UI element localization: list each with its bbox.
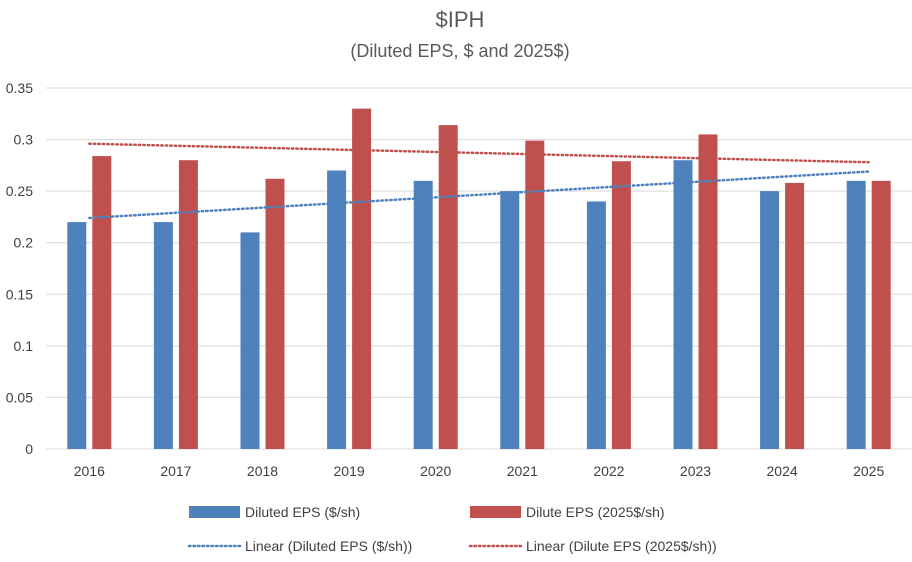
bar-dilute-eps-2025-2018 [265,178,285,449]
x-tick-label: 2025 [853,463,884,479]
bar-diluted-eps-2021 [500,191,520,449]
x-tick-label: 2016 [74,463,105,479]
bar-dilute-eps-2025-2024 [785,182,805,450]
bar-diluted-eps-2023 [673,160,693,449]
bar-diluted-eps-2020 [413,180,433,450]
y-axis-ticks: 0 0.05 0.1 0.15 0.2 0.25 0.3 0.35 [6,80,33,457]
bar-diluted-eps-2019 [327,170,347,449]
x-tick-label: 2022 [593,463,624,479]
gridlines [46,87,912,450]
y-tick-label: 0.15 [6,286,33,302]
y-tick-label: 0 [25,441,33,457]
legend-item-diluted-eps-label: Diluted EPS ($/sh) [245,504,360,520]
y-tick-label: 0.35 [6,80,33,96]
y-tick-label: 0.25 [6,183,33,199]
bar-dilute-eps-2025-2022 [611,161,631,449]
bar-diluted-eps-2016 [67,222,87,449]
bar-diluted-eps-2025 [846,180,866,450]
trendline-diluted-eps [88,170,870,220]
x-tick-label: 2023 [680,463,711,479]
trendlines [88,142,870,220]
legend: Diluted EPS ($/sh) Dilute EPS (2025$/sh) L… [187,504,717,554]
x-tick-label: 2021 [507,463,538,479]
bar-diluted-eps-2017 [153,222,173,449]
trendline-dilute-eps-2025 [88,142,870,164]
x-tick-label: 2024 [767,463,798,479]
legend-item-linear-dilute-eps-2025-label: Linear (Dilute EPS (2025$/sh)) [526,538,717,554]
legend-item-dilute-eps-2025-swatch [470,506,521,518]
x-tick-label: 2017 [160,463,191,479]
bar-dilute-eps-2025-2017 [178,160,198,449]
y-tick-label: 0.1 [14,338,34,354]
bar-dilute-eps-2025-2021 [525,140,545,450]
chart-subtitle: (Diluted EPS, $ and 2025$) [350,41,569,61]
chart-title: $IPH [436,7,485,32]
bars [67,108,891,450]
y-tick-label: 0.3 [14,132,34,148]
bar-dilute-eps-2025-2023 [698,134,718,449]
bar-dilute-eps-2025-2020 [438,125,458,449]
legend-item-dilute-eps-2025-label: Dilute EPS (2025$/sh) [526,504,665,520]
bar-dilute-eps-2025-2025 [871,180,891,450]
bar-dilute-eps-2025-2019 [352,108,372,449]
bar-diluted-eps-2018 [240,232,260,449]
x-tick-label: 2020 [420,463,451,479]
legend-item-linear-diluted-eps-label: Linear (Diluted EPS ($/sh)) [245,538,412,554]
bar-diluted-eps-2024 [760,191,780,449]
legend-item-diluted-eps-swatch [189,506,240,518]
bar-dilute-eps-2025-2016 [92,156,112,449]
bar-diluted-eps-2022 [586,201,606,449]
y-tick-label: 0.05 [6,389,33,405]
x-axis-ticks: 2016 2017 2018 2019 2020 2021 2022 2023 2024 2025 [74,463,885,479]
x-tick-label: 2018 [247,463,278,479]
y-tick-label: 0.2 [14,235,34,251]
x-tick-label: 2019 [334,463,365,479]
